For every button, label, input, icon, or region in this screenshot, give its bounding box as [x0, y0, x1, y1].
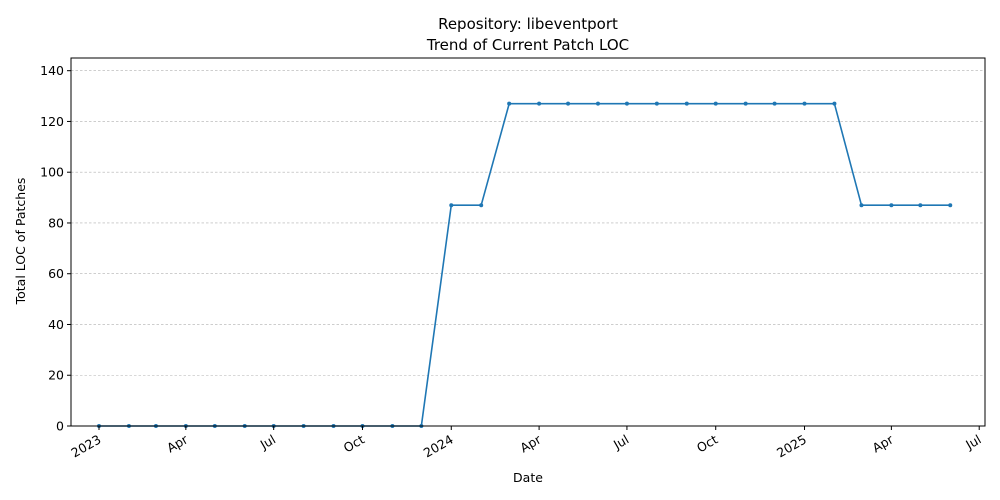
y-tick-label: 100 [40, 165, 64, 180]
y-tick-label: 120 [40, 114, 64, 129]
data-point [802, 101, 807, 106]
data-point [449, 203, 454, 208]
x-axis-ticks: 2023 Apr Jul Oct 2024 Apr Jul Oct 2025 Apr Jul [68, 426, 984, 461]
data-point [507, 101, 512, 106]
x-tick-label: Apr [164, 431, 191, 455]
y-tick-label: 60 [48, 266, 64, 281]
chart-title-line1: Repository: libeventport [438, 15, 618, 33]
data-point [743, 101, 748, 106]
grid-lines [71, 70, 985, 427]
y-axis-label: Total LOC of Patches [13, 178, 28, 306]
x-tick-label: Apr [870, 431, 897, 455]
data-point [684, 101, 689, 106]
x-tick-label: 2024 [421, 432, 456, 461]
data-point [832, 101, 837, 106]
y-tick-label: 20 [48, 368, 64, 383]
y-tick-label: 0 [56, 419, 64, 434]
x-axis-label: Date [513, 470, 543, 485]
y-tick-label: 80 [48, 215, 64, 230]
data-point [859, 203, 864, 208]
x-tick-label: Oct [341, 432, 367, 456]
y-tick-label: 40 [48, 317, 64, 332]
data-point [479, 203, 484, 208]
series-line [98, 102, 951, 427]
data-point [595, 101, 600, 106]
x-tick-label: 2023 [68, 432, 103, 461]
plot-area-frame [70, 57, 986, 427]
x-tick-label: Apr [517, 431, 544, 455]
x-tick-label: 2025 [774, 432, 809, 461]
x-tick-label: Jul [257, 432, 278, 453]
data-point [624, 101, 629, 106]
data-point [772, 101, 777, 106]
x-tick-label: Jul [962, 432, 983, 453]
series-line-layer [98, 102, 951, 427]
data-point [918, 203, 923, 208]
data-point [566, 101, 571, 106]
y-axis-ticks: 0 20 40 60 80 100 120 140 [40, 63, 71, 434]
data-point [654, 101, 659, 106]
data-point [889, 203, 894, 208]
chart-title-line2: Trend of Current Patch LOC [426, 36, 629, 54]
data-point-layer [96, 101, 953, 428]
y-tick-label: 140 [40, 63, 64, 78]
x-tick-label: Jul [610, 432, 631, 453]
data-point [713, 101, 718, 106]
x-tick-label: Oct [694, 432, 720, 456]
data-point [537, 101, 542, 106]
data-point [948, 203, 953, 208]
